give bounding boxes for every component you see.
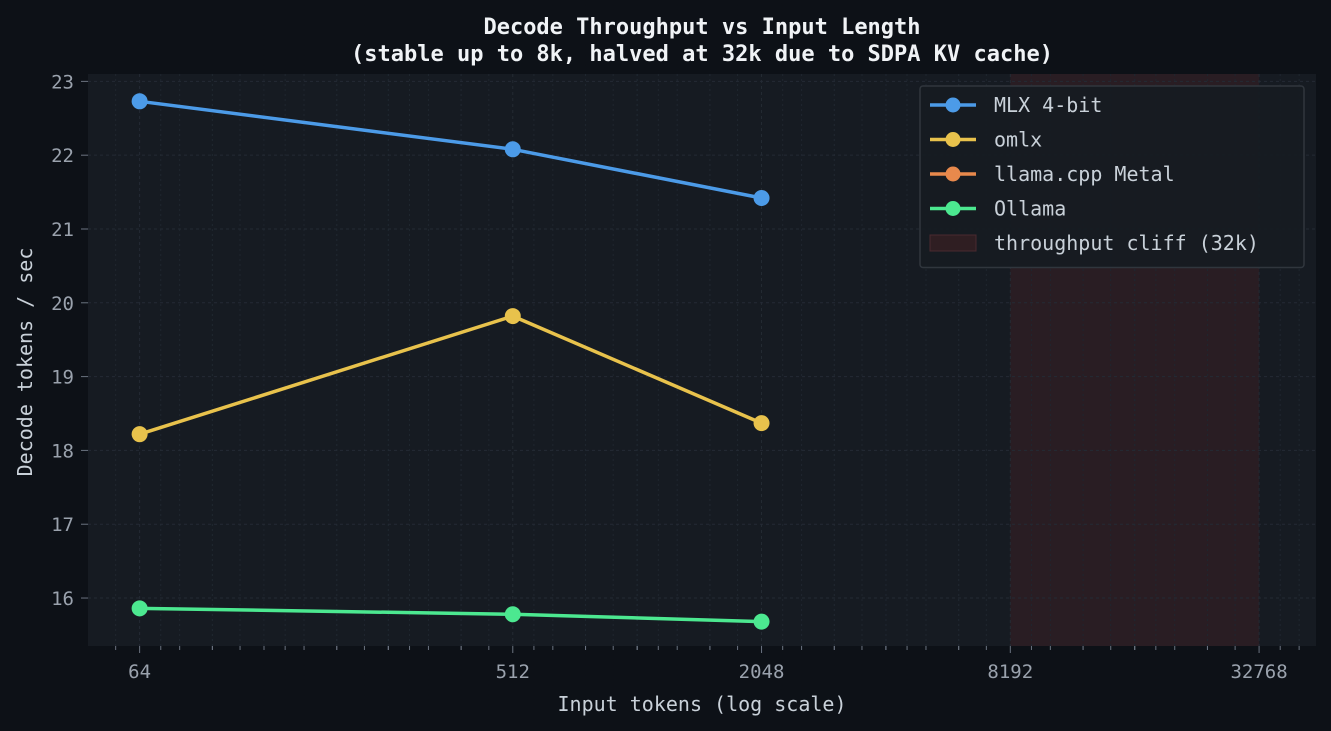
- y-tick-label: 20: [51, 293, 74, 315]
- data-point: [504, 606, 521, 623]
- data-point: [131, 426, 148, 443]
- legend-point-marker: [945, 97, 961, 113]
- x-axis-label: Input tokens (log scale): [558, 692, 847, 716]
- y-tick-label: 21: [51, 219, 74, 241]
- data-point: [753, 613, 770, 630]
- y-tick-label: 18: [51, 440, 74, 462]
- x-tick-label: 64: [128, 661, 151, 683]
- legend-patch-marker: [929, 234, 977, 252]
- data-point: [131, 93, 148, 110]
- legend-point-marker: [945, 166, 961, 182]
- legend-point-marker: [945, 132, 961, 147]
- data-point: [504, 141, 521, 158]
- legend-label: llama.cpp Metal: [994, 162, 1175, 186]
- legend-label: MLX 4-bit: [994, 93, 1102, 117]
- data-point: [753, 189, 770, 206]
- chart-title: Decode Throughput vs Input Length: [483, 15, 920, 40]
- chart-subtitle: (stable up to 8k, halved at 32k due to S…: [351, 42, 1053, 67]
- x-tick-label: 2048: [739, 661, 785, 683]
- legend-label: omlx: [994, 128, 1042, 152]
- y-tick-label: 23: [51, 71, 74, 93]
- legend-point-marker: [945, 201, 961, 216]
- data-point: [131, 600, 148, 617]
- x-tick-label: 512: [496, 661, 530, 683]
- x-tick-label: 8192: [987, 661, 1033, 683]
- legend-box: [919, 85, 1305, 269]
- y-tick-label: 22: [51, 145, 74, 167]
- data-point: [753, 415, 770, 432]
- y-tick-label: 16: [51, 588, 74, 610]
- y-tick-label: 19: [51, 367, 74, 389]
- legend-label: throughput cliff (32k): [994, 231, 1259, 255]
- data-point: [504, 308, 521, 325]
- y-axis-label: Decode tokens / sec: [13, 248, 37, 477]
- x-tick-label: 32768: [1230, 661, 1287, 683]
- legend: MLX 4-bit omlx llama.cpp Metal Ollama throug…: [919, 85, 1305, 269]
- legend-label: Ollama: [994, 197, 1066, 221]
- y-tick-label: 17: [51, 514, 74, 536]
